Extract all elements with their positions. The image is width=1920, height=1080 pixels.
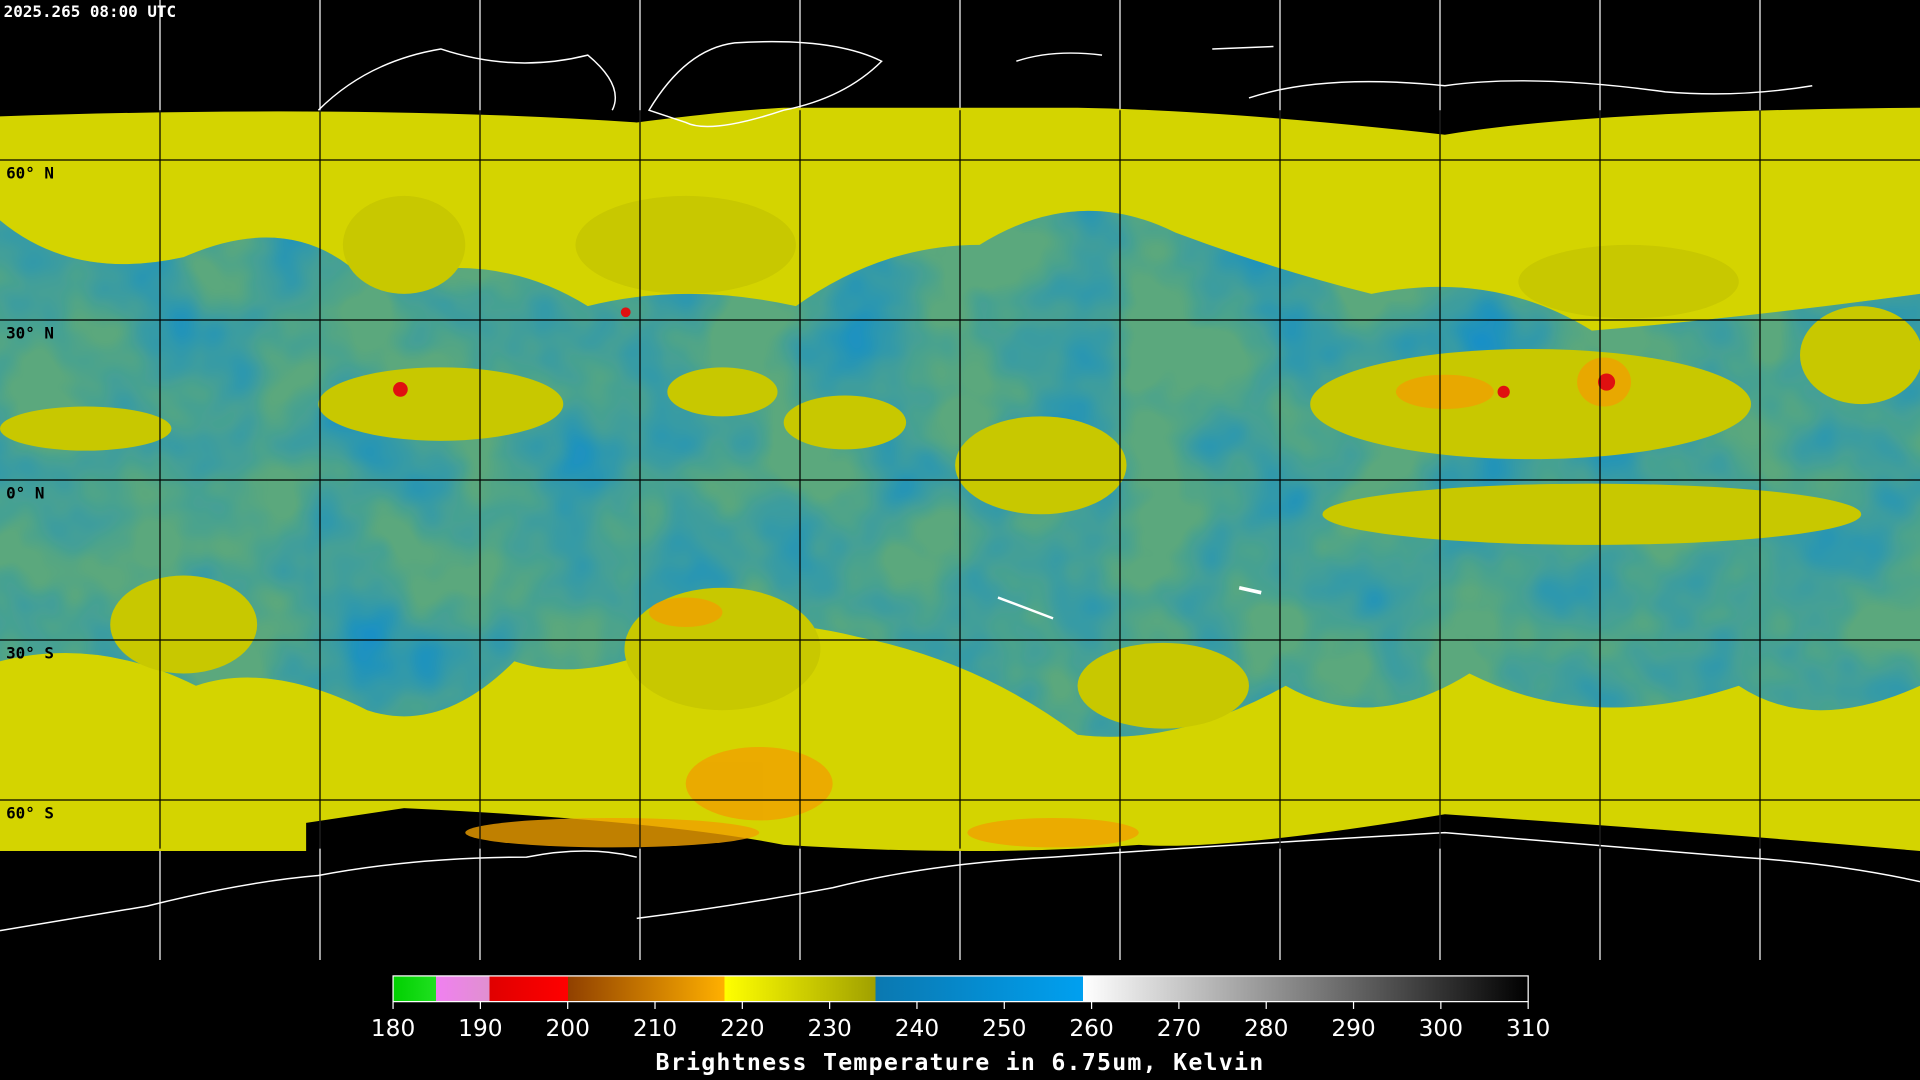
latitude-label: 0° N [6,483,44,502]
colorbar-tick-label: 220 [720,1015,764,1042]
colorbar-tick-label: 250 [982,1015,1026,1042]
colorbar-tick-label: 180 [371,1015,415,1042]
colorbar-tick-label: 210 [633,1015,677,1042]
latitude-label: 30° N [6,323,54,342]
timestamp: 2025.265 08:00 UTC [4,2,176,21]
colorbar-tick-label: 290 [1331,1015,1375,1042]
latitude-grid: 60° N 30° N 0° N 30° S 60° S [0,110,1920,849]
colorbar-title: Brightness Temperature in 6.75um, Kelvin [656,1049,1265,1076]
colorbar-tick-label: 270 [1157,1015,1201,1042]
latitude-label: 60° N [6,163,54,182]
colorbar-ticks: 180 190 200 210 220 230 240 250 260 270 280 290 300 3… [371,1001,1550,1042]
colorbar-tick-label: 230 [807,1015,851,1042]
colorbar-tick-label: 200 [545,1015,589,1042]
colorbar-tick-label: 300 [1419,1015,1463,1042]
colorbar-tick-label: 190 [458,1015,502,1042]
latitude-label: 30° S [6,643,54,662]
colorbar-tick-label: 260 [1069,1015,1113,1042]
colorbar-tick-label: 280 [1244,1015,1288,1042]
colorbar-tick-label: 310 [1506,1015,1550,1042]
coastlines [0,40,1920,932]
colorbar-tick-label: 240 [895,1015,939,1042]
latitude-label: 60° S [6,803,54,822]
colorbar [392,975,1529,1003]
